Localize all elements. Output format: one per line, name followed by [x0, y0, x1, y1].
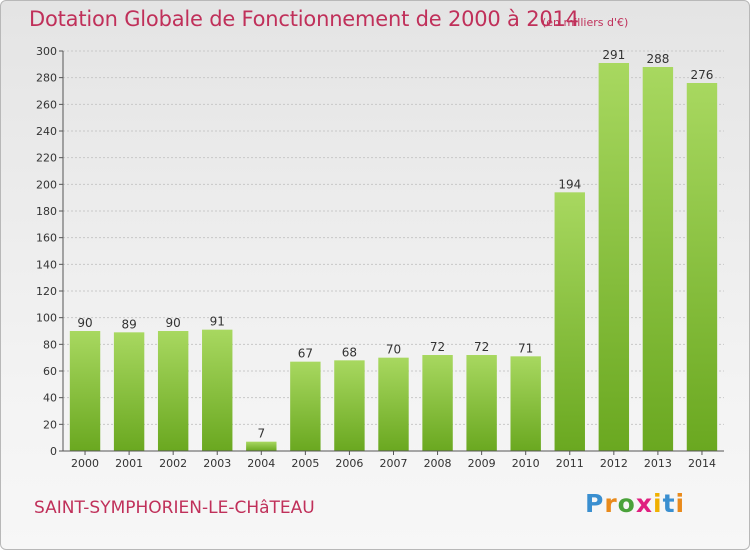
- value-label: 90: [166, 316, 181, 330]
- value-label: 276: [691, 68, 714, 82]
- bar: [334, 360, 365, 451]
- y-tick-label: 220: [36, 152, 57, 165]
- bar: [157, 331, 189, 451]
- value-label: 288: [646, 52, 669, 66]
- bar: [466, 355, 497, 451]
- y-tick-label: 40: [43, 392, 57, 405]
- y-tick-label: 140: [36, 258, 57, 271]
- bar: [69, 331, 101, 451]
- y-tick-label: 120: [36, 285, 57, 298]
- bar: [510, 356, 541, 451]
- x-tick-label: 2011: [556, 457, 584, 470]
- y-tick-label: 100: [36, 312, 57, 325]
- y-tick-label: 300: [36, 45, 57, 58]
- proxiti-logo: Proxiti: [585, 489, 685, 518]
- value-label: 90: [77, 316, 92, 330]
- x-tick-label: 2013: [644, 457, 672, 470]
- y-tick-label: 280: [36, 72, 57, 85]
- y-tick-label: 180: [36, 205, 57, 218]
- y-tick-label: 260: [36, 98, 57, 111]
- bar: [554, 192, 585, 452]
- bar: [686, 83, 718, 451]
- value-label: 194: [558, 177, 581, 191]
- chart-title: Dotation Globale de Fonctionnement de 20…: [29, 7, 579, 31]
- x-tick-label: 2005: [291, 457, 319, 470]
- y-tick-label: 80: [43, 338, 57, 351]
- logo-letter: i: [675, 489, 686, 518]
- x-tick-label: 2010: [512, 457, 540, 470]
- value-label: 71: [518, 341, 533, 355]
- y-tick-label: 160: [36, 232, 57, 245]
- x-tick-label: 2003: [203, 457, 231, 470]
- value-label: 7: [257, 427, 265, 441]
- bar: [422, 355, 453, 451]
- logo-letter: i: [653, 489, 663, 518]
- commune-name: SAINT-SYMPHORIEN-LE-CHâTEAU: [34, 498, 315, 518]
- bar: [290, 361, 321, 451]
- value-label: 72: [474, 340, 489, 354]
- bar: [246, 441, 277, 451]
- value-label: 68: [342, 345, 357, 359]
- x-tick-label: 2004: [247, 457, 275, 470]
- value-label: 89: [121, 317, 136, 331]
- bar: [642, 67, 674, 451]
- logo-letter: x: [635, 489, 653, 518]
- x-tick-label: 2007: [380, 457, 408, 470]
- x-tick-label: 2000: [71, 457, 99, 470]
- x-tick-label: 2001: [115, 457, 143, 470]
- bar: [378, 357, 409, 451]
- x-tick-label: 2006: [335, 457, 363, 470]
- logo-letter: o: [617, 489, 636, 518]
- value-label: 67: [298, 347, 313, 361]
- y-tick-label: 60: [43, 365, 57, 378]
- bar: [202, 329, 233, 451]
- x-tick-label: 2012: [600, 457, 628, 470]
- x-tick-label: 2009: [468, 457, 496, 470]
- x-tick-label: 2008: [424, 457, 452, 470]
- value-label: 72: [430, 340, 445, 354]
- logo-letter: t: [662, 489, 676, 518]
- value-label: 91: [210, 315, 225, 329]
- value-label: 70: [386, 343, 401, 357]
- bar: [598, 63, 630, 451]
- bar: [113, 332, 145, 451]
- y-tick-label: 240: [36, 125, 57, 138]
- logo-letter: r: [604, 489, 618, 518]
- y-tick-label: 20: [43, 418, 57, 431]
- x-tick-label: 2002: [159, 457, 187, 470]
- chart-subtitle: (en milliers d'€): [542, 16, 629, 29]
- logo-letter: P: [585, 489, 605, 518]
- value-label: 291: [602, 48, 625, 62]
- y-tick-label: 0: [50, 445, 57, 458]
- y-tick-label: 200: [36, 178, 57, 191]
- x-tick-label: 2014: [688, 457, 716, 470]
